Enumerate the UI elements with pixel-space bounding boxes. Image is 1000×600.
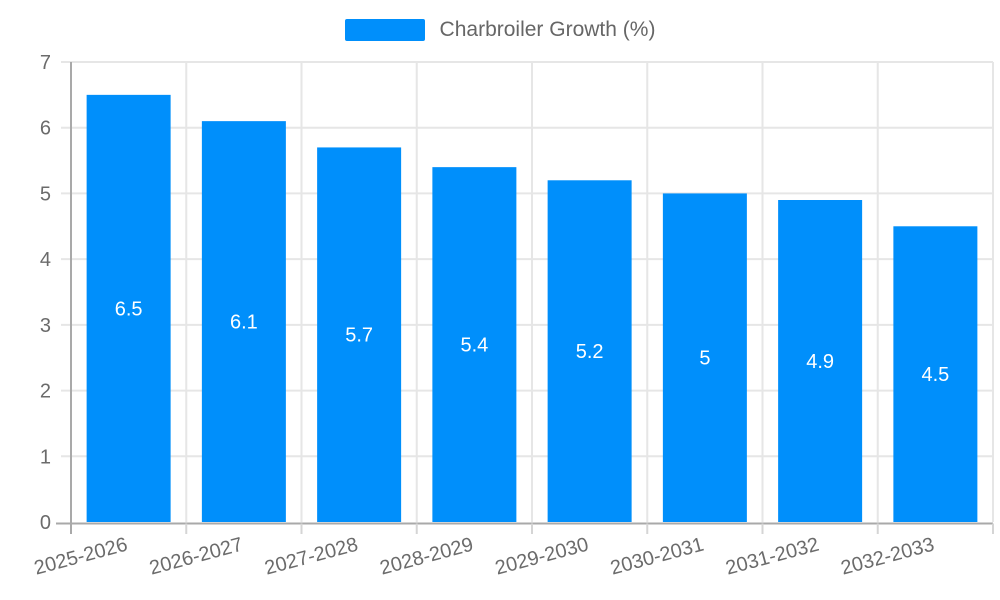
bar-2029-2030[interactable]	[547, 180, 632, 523]
axes	[56, 62, 994, 534]
bar-2027-2028[interactable]	[317, 147, 402, 522]
bar-value-label: 4.5	[921, 364, 949, 386]
bar-value-label: 5.7	[345, 325, 373, 347]
y-tick-label: 1	[40, 446, 51, 468]
bar-value-label: 6.1	[230, 312, 258, 334]
y-tick-label: 7	[40, 52, 51, 74]
legend-label: Charbroiler Growth (%)	[439, 18, 656, 41]
bar-value-labels: 6.5 6.1 5.7 5.4 5.2 5 4.9 4.5	[115, 298, 950, 386]
bar-2030-2031[interactable]	[662, 193, 747, 522]
legend-swatch	[344, 19, 425, 41]
bar-value-label: 5.4	[460, 335, 488, 357]
x-tick-label-2029-2030: 2029-2030	[493, 534, 591, 580]
y-tick-label: 2	[40, 381, 51, 403]
x-tick-label-2031-2032: 2031-2032	[723, 534, 821, 580]
x-tick-label-2032-2033: 2032-2033	[839, 534, 937, 580]
bar-value-label: 5.2	[576, 341, 604, 363]
x-tick-label-2028-2029: 2028-2029	[378, 534, 476, 580]
bar-2028-2029[interactable]	[432, 167, 517, 522]
x-tick-label-2027-2028: 2027-2028	[262, 534, 360, 580]
bar-2026-2027[interactable]	[201, 121, 286, 523]
legend-item[interactable]: Charbroiler Growth (%)	[0, 17, 1000, 43]
bar-2031-2032[interactable]	[778, 200, 863, 522]
y-axis-tick-labels: 0 1 2 3 4 5 6 7	[40, 52, 51, 534]
y-tick-label: 3	[40, 315, 51, 337]
bar-2032-2033[interactable]	[893, 226, 978, 523]
y-tick-label: 0	[40, 512, 51, 534]
y-tick-label: 4	[40, 249, 51, 271]
x-tick-label-2025-2026: 2025-2026	[32, 534, 130, 580]
y-tick-label: 6	[40, 118, 51, 140]
x-axis-tick-labels: 2025-2026 2026-2027 2027-2028 2028-2029 2029…	[32, 534, 937, 580]
x-tick-label-2030-2031: 2030-2031	[608, 534, 706, 580]
bar-value-label: 5	[699, 348, 710, 370]
bar-2025-2026[interactable]	[86, 94, 171, 522]
y-tick-label: 5	[40, 183, 51, 205]
bar-value-label: 6.5	[115, 298, 143, 320]
bars	[86, 94, 978, 523]
x-tick-label-2026-2027: 2026-2027	[147, 534, 245, 580]
bar-value-label: 4.9	[806, 351, 834, 373]
